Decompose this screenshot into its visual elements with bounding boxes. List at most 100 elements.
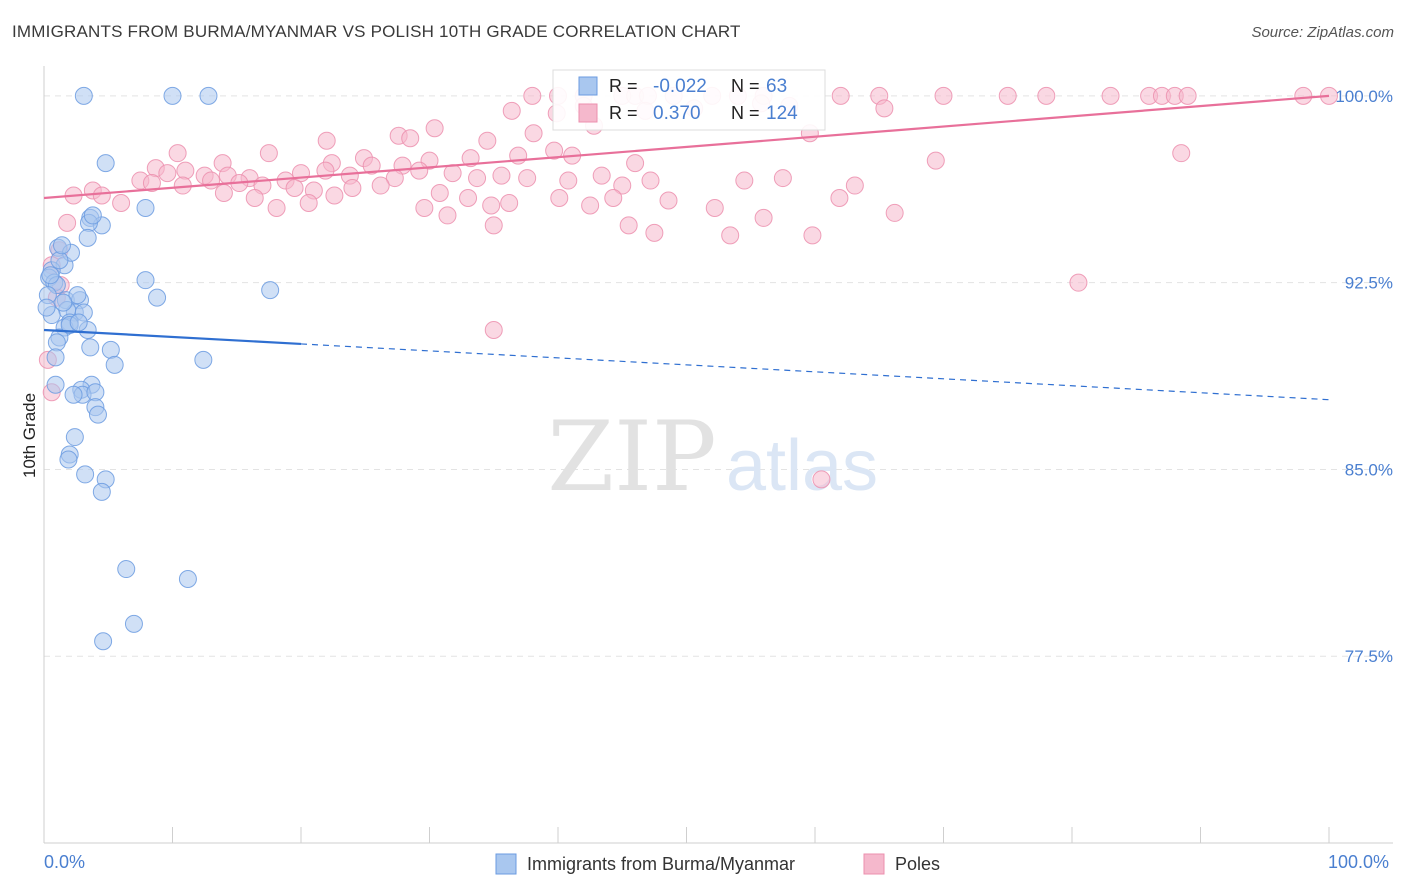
data-point [524, 124, 543, 143]
data-point [261, 281, 280, 300]
data-point [74, 86, 93, 105]
data-point [626, 154, 645, 173]
data-point [37, 298, 56, 317]
data-point [94, 632, 113, 651]
bottom-legend-label-poles[interactable]: Poles [895, 854, 940, 874]
data-point [362, 156, 381, 175]
y-tick-label: 92.5% [1345, 274, 1393, 293]
data-point [502, 101, 521, 120]
data-point [875, 99, 894, 118]
data-point [754, 208, 773, 227]
axes [43, 66, 1393, 844]
data-point [214, 184, 233, 203]
data-point [500, 193, 519, 212]
watermark-atlas: atlas [726, 426, 878, 506]
data-point [101, 340, 120, 359]
data-point [468, 169, 487, 188]
data-point [518, 169, 537, 188]
data-point [885, 203, 904, 222]
data-point [76, 465, 95, 484]
bottom-legend-swatch-poles [863, 853, 885, 875]
data-point [484, 216, 503, 235]
data-point [68, 286, 87, 305]
y-tick-labels: 77.5% 85.0% 92.5% 100.0% [1335, 87, 1393, 666]
data-point [194, 350, 213, 369]
data-point [245, 188, 264, 207]
data-point [178, 570, 197, 589]
legend: R = -0.022 N = 63 R = 0.370 N = 124 [552, 69, 826, 131]
data-point [124, 614, 143, 633]
data-point [478, 131, 497, 150]
data-point [325, 186, 344, 205]
data-point [69, 313, 88, 332]
data-point [267, 198, 286, 217]
data-point [41, 266, 60, 285]
data-point [88, 405, 107, 424]
legend-r-label: R = [609, 76, 638, 96]
source-credit[interactable]: Source: ZipAtlas.com [1251, 24, 1394, 41]
legend-r-label: R = [609, 103, 638, 123]
data-point [803, 226, 822, 245]
data-point [705, 198, 724, 217]
data-point [83, 206, 102, 225]
data-point [58, 213, 77, 232]
legend-n-label: N = [731, 76, 760, 96]
data-point [158, 164, 177, 183]
data-point [410, 161, 429, 180]
poles-points [38, 86, 1338, 489]
legend-swatch-poles [578, 103, 598, 123]
data-point [202, 171, 221, 190]
bottom-legend-label-burma[interactable]: Immigrants from Burma/Myanmar [527, 854, 795, 874]
data-point [96, 154, 115, 173]
data-point [430, 184, 449, 203]
data-point [1172, 144, 1191, 163]
bottom-legend-swatch-burma [495, 853, 517, 875]
data-point [199, 86, 218, 105]
data-point [735, 171, 754, 190]
data-point [461, 149, 480, 168]
y-tick-label: 77.5% [1345, 647, 1393, 666]
data-point [482, 196, 501, 215]
data-point [645, 223, 664, 242]
data-point [299, 193, 318, 212]
trend-line-burma-extension [300, 343, 1330, 401]
legend-r-value: -0.022 [653, 76, 707, 97]
trend-lines [43, 94, 1330, 401]
legend-swatch-burma [578, 76, 598, 96]
data-point [438, 206, 457, 225]
data-point [934, 86, 953, 105]
data-point [259, 144, 278, 163]
data-point [831, 86, 850, 105]
legend-n-value: 124 [766, 103, 798, 124]
data-point [285, 179, 304, 198]
data-point [148, 288, 167, 307]
data-point [1294, 86, 1313, 105]
data-point [112, 193, 131, 212]
data-point [773, 169, 792, 188]
watermark: ZIP atlas [547, 401, 878, 513]
data-point [142, 174, 161, 193]
trend-line-burma [43, 328, 302, 346]
data-point [415, 198, 434, 217]
data-point [659, 191, 678, 210]
data-point [163, 86, 182, 105]
chart-title: IMMIGRANTS FROM BURMA/MYANMAR VS POLISH … [12, 22, 741, 41]
watermark-zip: ZIP [547, 401, 716, 513]
data-point [550, 188, 569, 207]
data-point [484, 320, 503, 339]
data-point [65, 428, 84, 447]
data-point [581, 196, 600, 215]
data-point [459, 188, 478, 207]
y-tick-label: 85.0% [1345, 460, 1393, 479]
data-point [371, 176, 390, 195]
data-point [1037, 86, 1056, 105]
data-point [425, 119, 444, 138]
data-point [117, 560, 136, 579]
data-point [998, 86, 1017, 105]
trend-line-poles [43, 94, 1330, 200]
data-point [592, 166, 611, 185]
data-point [523, 86, 542, 105]
data-point [845, 176, 864, 195]
x-tick-label-max: 100.0% [1328, 852, 1390, 872]
legend-r-value: 0.370 [653, 103, 701, 124]
